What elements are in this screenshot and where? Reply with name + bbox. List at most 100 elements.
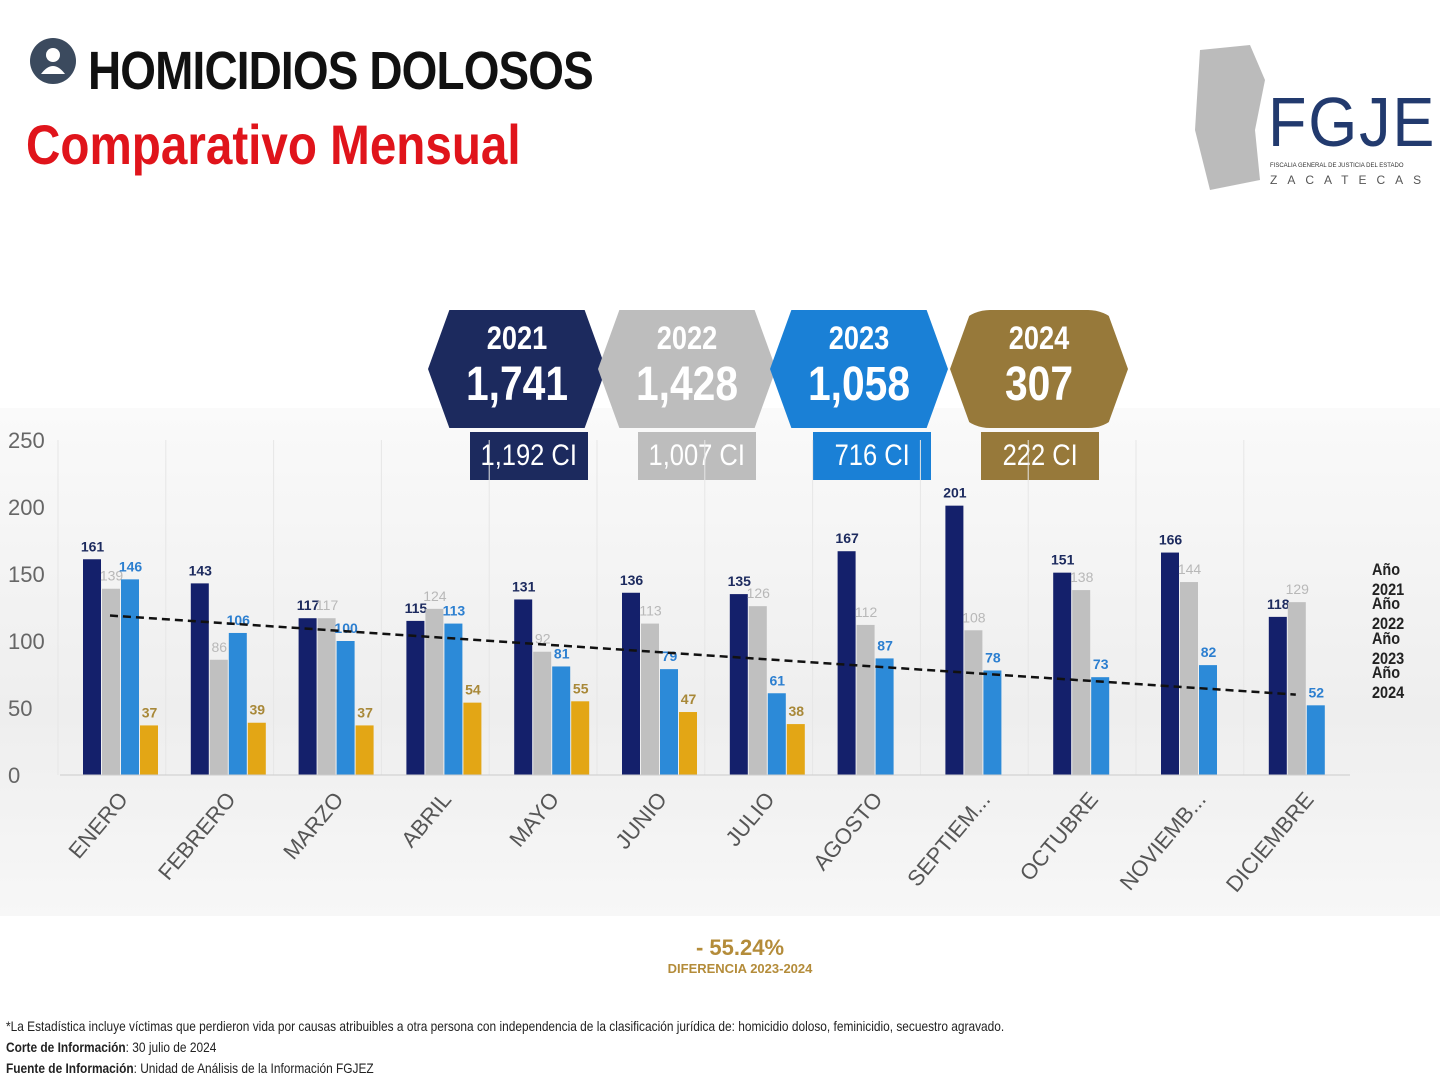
data-label: 37 (142, 704, 158, 720)
data-label: 47 (681, 691, 697, 707)
bar-año-2021 (622, 592, 640, 775)
data-label: 117 (297, 597, 320, 613)
page-title: HOMICIDIOS DOLOSOS (88, 41, 594, 101)
data-label: 129 (1286, 581, 1310, 597)
data-label: 52 (1309, 684, 1325, 700)
bar-año-2023 (121, 579, 139, 775)
data-label: 113 (639, 603, 662, 619)
legend-2021: Año 2021 (1372, 560, 1405, 599)
legend-2024: Año 2024 (1372, 663, 1405, 702)
bar-año-2022 (317, 618, 336, 775)
data-label: 73 (1093, 656, 1109, 672)
data-label: 87 (877, 637, 893, 653)
bar-año-2024 (786, 724, 805, 775)
bar-año-2021 (406, 620, 425, 775)
data-label: 201 (943, 485, 967, 501)
data-label: 113 (443, 603, 466, 619)
bar-año-2021 (514, 599, 533, 775)
x-tick-label: MARZO (278, 787, 348, 864)
data-label: 146 (119, 558, 143, 574)
total-badge-2021: 2021 1,741 (428, 310, 606, 428)
bar-año-2024 (140, 725, 158, 775)
corte-label: Corte de Información (6, 1039, 126, 1055)
bar-año-2023 (660, 669, 678, 775)
bar-año-2023 (228, 632, 247, 775)
bar-año-2022 (1287, 602, 1306, 775)
bar-año-2022 (533, 651, 552, 775)
fgje-logo: FGJE FISCALIA GENERAL DE JUSTICIA DEL ES… (1190, 40, 1434, 190)
data-label: 54 (465, 682, 481, 698)
bar-año-2024 (571, 701, 590, 775)
bar-año-2021 (837, 551, 856, 775)
bar-año-2023 (336, 641, 355, 775)
data-label: 82 (1201, 644, 1217, 660)
x-tick-label: OCTUBRE (1015, 787, 1103, 885)
bar-año-2022 (856, 624, 875, 775)
x-tick-label: AGOSTO (808, 787, 887, 875)
x-tick-label: JULIO (720, 787, 779, 851)
bar-año-2022 (209, 659, 228, 775)
bar-año-2023 (552, 666, 571, 775)
data-label: 126 (747, 585, 771, 601)
x-tick-label: NOVIEMB... (1115, 787, 1211, 895)
y-tick-label: 0 (8, 763, 20, 788)
bar-año-2023 (875, 658, 894, 775)
bar-año-2022 (1072, 590, 1091, 775)
bar-año-2024 (247, 722, 266, 775)
difference-percent: - 55.24% (695, 935, 785, 960)
bar-año-2022 (425, 608, 444, 775)
data-label: 135 (728, 573, 752, 589)
data-label: 166 (1159, 532, 1183, 548)
x-tick-label: MAYO (504, 787, 564, 851)
bar-año-2023 (1199, 665, 1217, 775)
bar-año-2021 (1268, 616, 1287, 775)
bar-año-2024 (355, 725, 374, 775)
bar-año-2023 (1306, 705, 1325, 775)
x-tick-label: ABRIL (396, 787, 456, 852)
bar-año-2021 (945, 505, 964, 775)
y-tick-label: 200 (8, 495, 45, 520)
ci-box-2024: 222 CI (981, 432, 1099, 480)
data-label: 161 (81, 538, 105, 554)
footer-notes: *La Estadística incluye víctimas que per… (6, 1016, 1004, 1079)
fuente-value: : Unidad de Análisis de la Información F… (133, 1060, 374, 1076)
total-badge-2024: 2024 307 (950, 310, 1128, 428)
data-label: 37 (357, 704, 373, 720)
bar-año-2023 (1091, 677, 1110, 775)
bar-año-2021 (190, 583, 209, 775)
data-label: 143 (189, 562, 213, 578)
total-badge-2022: 2022 1,428 (598, 310, 776, 428)
data-label: 38 (789, 703, 805, 719)
x-tick-label: JUNIO (610, 787, 672, 854)
data-label: 112 (855, 604, 878, 620)
data-label: 79 (662, 648, 678, 664)
data-label: 39 (250, 702, 266, 718)
data-label: 136 (620, 572, 644, 588)
y-tick-label: 250 (8, 428, 45, 453)
data-label: 78 (985, 649, 1001, 665)
data-label: 61 (770, 672, 786, 688)
data-label: 138 (1070, 569, 1094, 585)
bar-año-2023 (767, 693, 786, 775)
difference-summary: - 55.24% DIFERENCIA 2023-2024 (640, 935, 840, 976)
data-label: 92 (535, 631, 551, 647)
ci-box-2022: 1,007 CI (638, 432, 756, 480)
trendline (109, 614, 1296, 696)
y-tick-label: 50 (8, 696, 32, 721)
data-label: 124 (423, 588, 447, 604)
footnote: *La Estadística incluye víctimas que per… (6, 1018, 1005, 1034)
x-tick-label: ENERO (63, 787, 132, 863)
corte-value: : 30 julio de 2024 (125, 1039, 217, 1055)
data-label: 55 (573, 680, 589, 696)
bar-año-2023 (983, 670, 1002, 775)
difference-label: DIFERENCIA 2023-2024 (667, 961, 813, 976)
x-tick-label: FEBRERO (153, 787, 241, 885)
data-label: 86 (212, 639, 228, 655)
bar-año-2024 (463, 702, 482, 775)
legend-2023: Año 2023 (1372, 629, 1405, 668)
y-tick-label: 100 (8, 629, 45, 654)
data-label: 115 (405, 600, 428, 616)
bar-año-2021 (298, 618, 317, 775)
page-subtitle: Comparativo Mensual (26, 113, 521, 176)
